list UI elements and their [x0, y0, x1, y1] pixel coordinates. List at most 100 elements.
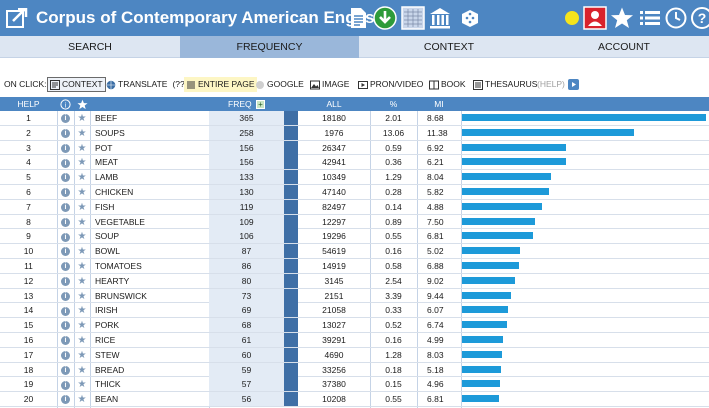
star-icon[interactable]: ★ — [77, 157, 87, 169]
star-icon[interactable]: ★ — [77, 172, 87, 184]
info-icon[interactable]: i — [57, 200, 74, 214]
star-icon[interactable]: ★ — [77, 261, 87, 272]
word-link[interactable]: PORK — [95, 320, 120, 331]
word-link[interactable]: IRISH — [95, 305, 118, 316]
word-link[interactable]: BEEF — [95, 113, 118, 123]
star-icon[interactable] — [610, 6, 634, 30]
header-info-icon[interactable]: i — [57, 97, 74, 111]
word-link[interactable]: VEGETABLE — [95, 216, 145, 227]
freq-value[interactable]: 60 — [209, 347, 284, 362]
freq-value[interactable]: 73 — [209, 288, 284, 303]
document-icon[interactable] — [346, 6, 370, 30]
info-icon[interactable]: i — [57, 141, 74, 155]
word-link[interactable]: THICK — [95, 379, 121, 390]
museum-icon[interactable] — [428, 6, 452, 30]
star-icon[interactable]: ★ — [77, 364, 87, 376]
freq-value[interactable]: 59 — [209, 362, 284, 377]
external-link-icon[interactable] — [6, 7, 28, 28]
info-icon[interactable]: i — [57, 392, 74, 406]
tab-account[interactable]: ACCOUNT — [598, 41, 650, 53]
freq-value[interactable]: 119 — [209, 199, 284, 214]
info-icon[interactable]: i — [57, 303, 74, 317]
word-link[interactable]: FISH — [95, 201, 115, 212]
info-icon[interactable]: i — [57, 259, 74, 273]
tab-frequency[interactable]: FREQUENCY — [180, 36, 359, 58]
info-icon[interactable]: i — [57, 155, 74, 169]
freq-value[interactable]: 86 — [209, 259, 284, 273]
play-icon[interactable] — [568, 77, 579, 92]
star-icon[interactable]: ★ — [77, 216, 87, 228]
word-link[interactable]: STEW — [95, 349, 120, 360]
freq-value[interactable]: 365 — [209, 111, 284, 125]
info-icon[interactable]: i — [57, 244, 74, 258]
book-option[interactable]: BOOK — [429, 77, 466, 92]
word-link[interactable]: SOUP — [95, 231, 120, 242]
star-icon[interactable]: ★ — [77, 349, 87, 361]
header-mi[interactable]: MI — [434, 99, 444, 109]
freq-plus-button[interactable]: + — [256, 100, 265, 109]
translate-language[interactable]: (??) — [172, 79, 188, 89]
help-icon[interactable]: ? — [690, 6, 709, 30]
info-icon[interactable]: i — [57, 126, 74, 140]
star-icon[interactable]: ★ — [77, 113, 87, 124]
image-option[interactable]: IMAGE — [310, 77, 349, 92]
freq-value[interactable]: 61 — [209, 333, 284, 347]
header-all[interactable]: ALL — [326, 99, 342, 109]
star-icon[interactable]: ★ — [77, 394, 87, 406]
list-icon[interactable] — [638, 6, 662, 30]
info-icon[interactable]: i — [57, 363, 74, 377]
word-link[interactable]: POT — [95, 142, 113, 153]
star-icon[interactable]: ★ — [77, 320, 87, 332]
translate-option[interactable]: TRANSLATE (??) — [106, 77, 188, 92]
app-title[interactable]: Corpus of Contemporary American English — [36, 8, 385, 27]
info-icon[interactable]: i — [57, 215, 74, 229]
star-icon[interactable]: ★ — [77, 275, 87, 287]
info-icon[interactable]: i — [57, 333, 74, 347]
tab-context[interactable]: CONTEXT — [423, 41, 475, 53]
star-icon[interactable]: ★ — [77, 246, 87, 258]
word-link[interactable]: BOWL — [95, 246, 121, 257]
entire-page-option[interactable]: ENTIRE PAGE — [184, 77, 257, 92]
help-link[interactable]: (HELP) — [537, 79, 565, 89]
star-icon[interactable]: ★ — [77, 379, 87, 391]
star-icon[interactable]: ★ — [77, 127, 87, 139]
header-help[interactable]: HELP — [17, 99, 40, 109]
freq-value[interactable]: 156 — [209, 155, 284, 170]
user-icon[interactable] — [583, 6, 607, 30]
word-link[interactable]: CHICKEN — [95, 187, 134, 197]
word-link[interactable]: BREAD — [95, 364, 125, 375]
info-icon[interactable]: i — [57, 229, 74, 243]
freq-value[interactable]: 68 — [209, 318, 284, 333]
star-icon[interactable]: ★ — [77, 142, 87, 154]
word-link[interactable]: LAMB — [95, 172, 119, 183]
info-icon[interactable]: i — [57, 274, 74, 288]
freq-value[interactable]: 156 — [209, 140, 284, 155]
word-link[interactable]: MEAT — [95, 157, 118, 168]
header-percent[interactable]: % — [389, 99, 398, 109]
google-option[interactable]: GOOGLE — [255, 77, 304, 92]
context-option[interactable]: CONTEXT — [47, 77, 106, 92]
header-star-icon[interactable] — [74, 97, 90, 111]
star-icon[interactable]: ★ — [77, 290, 87, 302]
freq-value[interactable]: 109 — [209, 214, 284, 229]
freq-value[interactable]: 133 — [209, 170, 284, 185]
pron-video-option[interactable]: PRON/VIDEO — [358, 77, 423, 92]
info-icon[interactable]: i — [57, 185, 74, 199]
freq-value[interactable]: 258 — [209, 125, 284, 140]
dice-icon[interactable] — [458, 6, 482, 30]
word-link[interactable]: RICE — [95, 335, 116, 345]
star-icon[interactable]: ★ — [77, 201, 87, 213]
word-link[interactable]: BEAN — [95, 394, 119, 405]
star-icon[interactable]: ★ — [77, 187, 87, 198]
yellow-dot-icon[interactable] — [560, 6, 584, 30]
freq-value[interactable]: 130 — [209, 185, 284, 199]
star-icon[interactable]: ★ — [77, 305, 87, 317]
info-icon[interactable]: i — [57, 111, 74, 125]
info-icon[interactable]: i — [57, 348, 74, 362]
freq-value[interactable]: 56 — [209, 392, 284, 407]
info-icon[interactable]: i — [57, 170, 74, 184]
star-icon[interactable]: ★ — [77, 335, 87, 346]
info-icon[interactable]: i — [57, 289, 74, 303]
info-icon[interactable]: i — [57, 318, 74, 332]
thesaurus-option[interactable]: THESAURUS — [473, 77, 537, 92]
